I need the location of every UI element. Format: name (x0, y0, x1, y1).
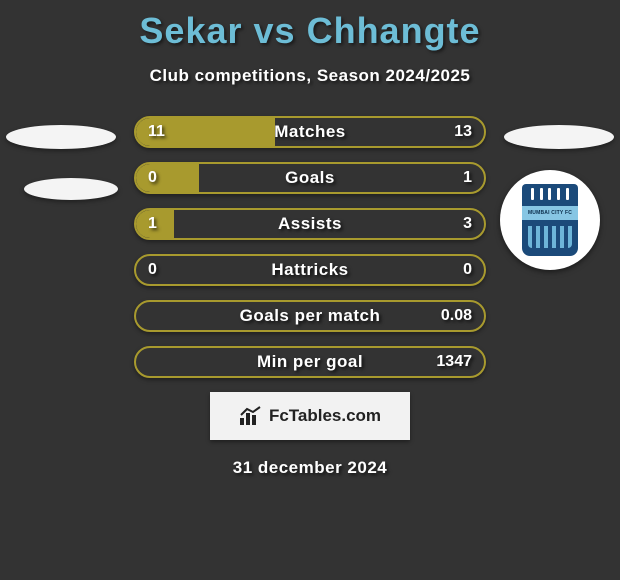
stat-label: Min per goal (136, 348, 484, 376)
stat-row: 1347Min per goal (134, 346, 486, 378)
chart-icon (239, 406, 263, 426)
avatar-placeholder-icon (504, 125, 614, 149)
source-logo-text: FcTables.com (269, 406, 381, 426)
stat-row: 0.08Goals per match (134, 300, 486, 332)
stat-label: Goals per match (136, 302, 484, 330)
stat-label: Matches (136, 118, 484, 146)
stat-row: 00Hattricks (134, 254, 486, 286)
player-right-name: Chhangte (307, 10, 481, 51)
stat-label: Assists (136, 210, 484, 238)
vs-separator: vs (254, 10, 296, 51)
stats-area: MUMBAI CITY FC 1113Matches 01Goals 13Assis… (0, 116, 620, 478)
avatar-placeholder-icon (6, 125, 116, 149)
stat-bars-container: 1113Matches 01Goals 13Assists 00Hattricks 0.… (134, 116, 486, 378)
stat-row: 13Assists (134, 208, 486, 240)
snapshot-date: 31 december 2024 (0, 458, 620, 478)
subtitle: Club competitions, Season 2024/2025 (0, 66, 620, 86)
club-badge: MUMBAI CITY FC (500, 170, 600, 270)
stat-label: Goals (136, 164, 484, 192)
stat-row: 1113Matches (134, 116, 486, 148)
avatar-placeholder-icon (24, 178, 118, 200)
player-left-name: Sekar (139, 10, 242, 51)
stat-label: Hattricks (136, 256, 484, 284)
source-logo: FcTables.com (210, 392, 410, 440)
stat-row: 01Goals (134, 162, 486, 194)
club-badge-shield-icon: MUMBAI CITY FC (522, 184, 578, 256)
comparison-title: Sekar vs Chhangte (0, 0, 620, 52)
club-badge-text: MUMBAI CITY FC (522, 206, 578, 220)
